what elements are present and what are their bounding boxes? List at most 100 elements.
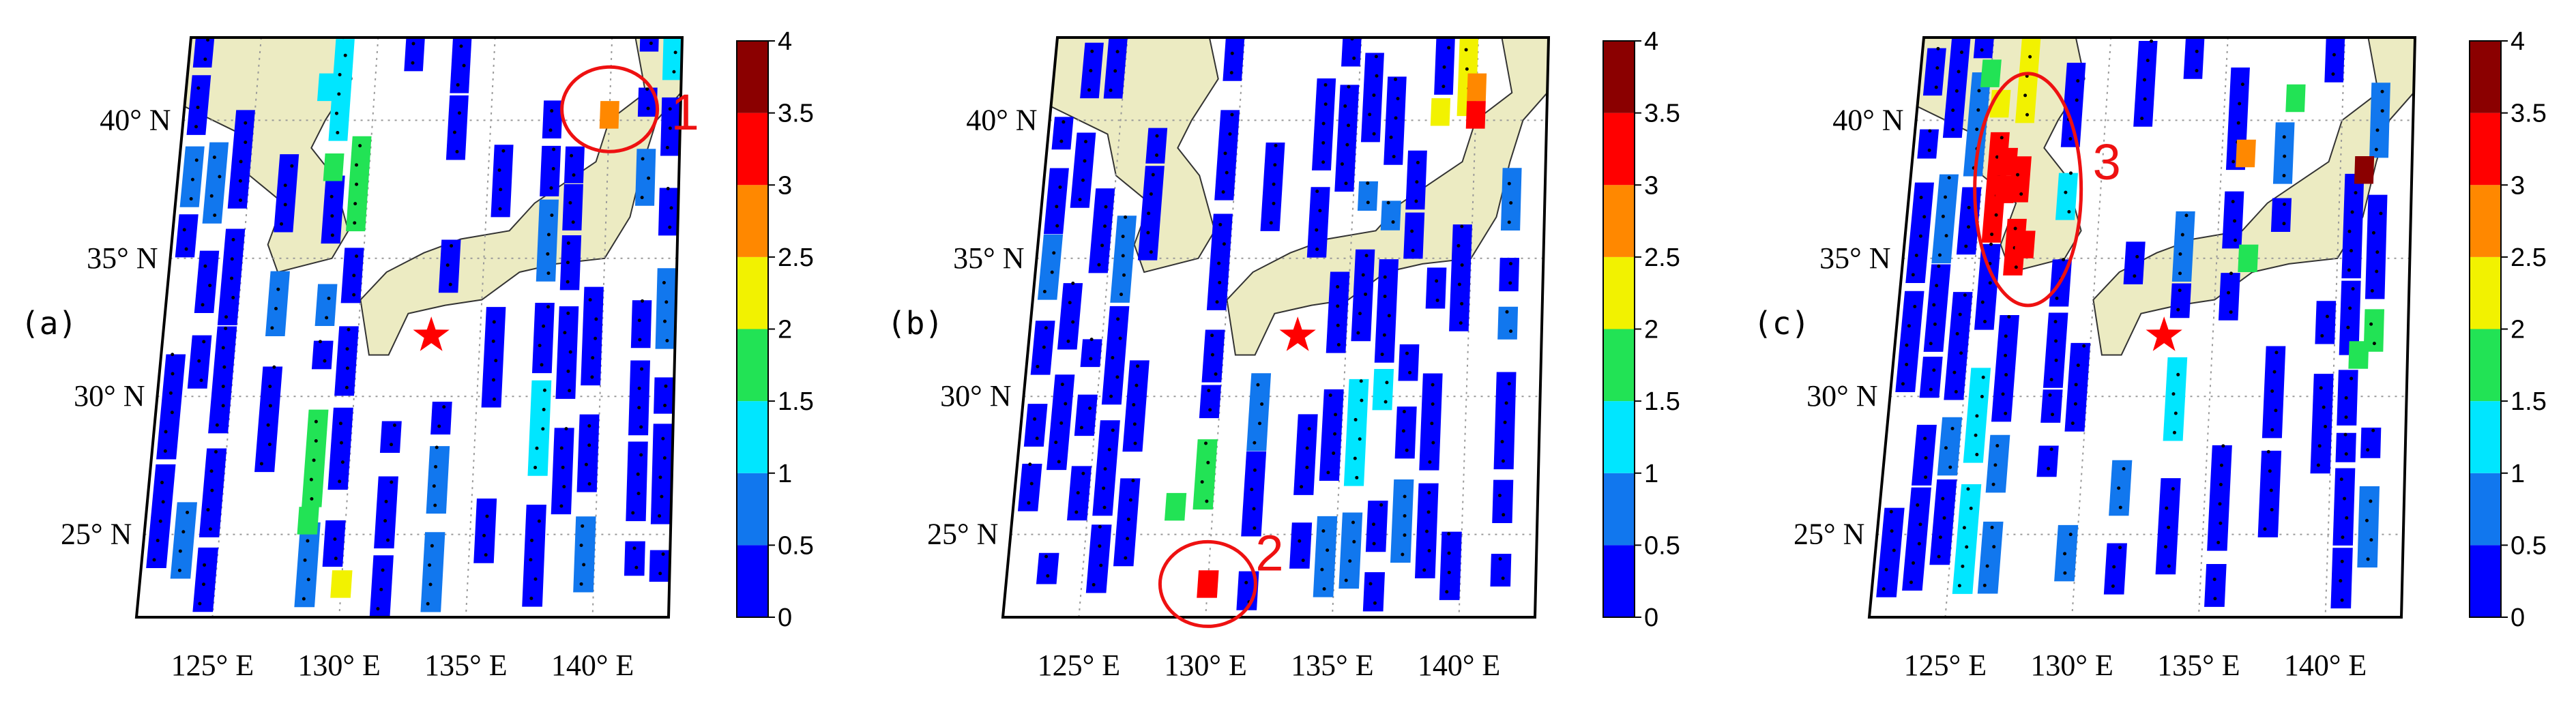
sample-dot bbox=[661, 552, 665, 557]
sample-dot bbox=[336, 131, 340, 135]
sample-dot bbox=[1044, 554, 1049, 559]
sample-dot bbox=[1445, 590, 1449, 594]
sample-dot bbox=[584, 462, 588, 466]
sample-dot bbox=[1934, 85, 1938, 89]
sample-dot bbox=[184, 247, 188, 251]
colorbar-tick-label: 0.5 bbox=[778, 531, 814, 560]
sample-dot bbox=[1124, 215, 1128, 219]
data-cell bbox=[1952, 484, 1982, 594]
sample-dot bbox=[550, 109, 554, 113]
sample-dot bbox=[1146, 231, 1150, 235]
sample-dot bbox=[2274, 351, 2279, 355]
lat-label: 25° N bbox=[927, 518, 998, 551]
data-cell bbox=[564, 146, 585, 183]
sample-dot bbox=[566, 280, 570, 284]
sample-dot bbox=[1422, 568, 1426, 572]
sample-dot bbox=[2236, 121, 2240, 125]
sample-dot bbox=[338, 479, 342, 484]
sample-dot bbox=[231, 237, 235, 241]
lat-label: 35° N bbox=[1819, 241, 1890, 275]
sample-dot bbox=[1995, 444, 2000, 448]
sample-dot bbox=[345, 347, 349, 351]
sample-dot bbox=[462, 63, 466, 68]
sample-dot bbox=[206, 38, 210, 42]
lon-label: 140° E bbox=[551, 649, 634, 682]
sample-dot bbox=[1497, 493, 1502, 497]
sample-dot bbox=[570, 153, 574, 158]
sample-dot bbox=[270, 326, 274, 330]
sample-dot bbox=[352, 293, 356, 297]
data-cell bbox=[1293, 414, 1318, 495]
sample-dot bbox=[1907, 324, 1911, 328]
sample-dot bbox=[1935, 284, 1939, 288]
sample-dot bbox=[1207, 389, 1211, 393]
sample-dot bbox=[2266, 449, 2270, 454]
data-cell bbox=[2015, 38, 2041, 123]
sample-dot bbox=[1098, 524, 1102, 529]
lon-label: 130° E bbox=[2030, 649, 2113, 682]
sample-dot bbox=[540, 363, 544, 367]
sample-dot bbox=[1447, 570, 1451, 574]
sample-dot bbox=[1343, 104, 1347, 108]
sample-dot bbox=[665, 145, 669, 149]
data-cell bbox=[2218, 273, 2240, 321]
sample-dot bbox=[2374, 147, 2378, 151]
sample-dot bbox=[1071, 320, 1075, 324]
sample-dot bbox=[1383, 275, 1387, 279]
sample-dot bbox=[2380, 89, 2384, 93]
sample-dot bbox=[448, 282, 452, 286]
data-cell bbox=[1362, 572, 1386, 612]
sample-dot bbox=[636, 472, 640, 476]
colorbar-tick-label: 0 bbox=[1644, 604, 1658, 632]
colorbar-segment bbox=[1603, 329, 1635, 402]
colorbar-tick-label: 3.5 bbox=[778, 100, 814, 128]
sample-dot bbox=[1959, 351, 1963, 355]
sample-dot bbox=[1334, 413, 1338, 417]
sample-dot bbox=[2345, 516, 2349, 520]
sample-dot bbox=[2133, 274, 2137, 278]
data-cell bbox=[2315, 301, 2337, 344]
sample-dot bbox=[1394, 116, 1398, 120]
sample-dot bbox=[2229, 310, 2233, 314]
data-cell bbox=[2109, 460, 2133, 516]
data-cell bbox=[491, 145, 514, 218]
lon-label: 140° E bbox=[1418, 649, 1500, 682]
sample-dot bbox=[1081, 178, 1085, 182]
lon-label: 125° E bbox=[171, 649, 254, 682]
sample-dot bbox=[663, 404, 667, 408]
data-cell bbox=[1357, 181, 1379, 211]
sample-dot bbox=[541, 427, 545, 431]
sample-dot bbox=[492, 320, 496, 324]
sample-dot bbox=[1149, 192, 1153, 196]
sample-dot bbox=[2344, 415, 2348, 419]
sample-dot bbox=[355, 182, 359, 186]
sample-dot bbox=[1253, 468, 1257, 472]
sample-dot bbox=[1210, 353, 1214, 357]
sample-dot bbox=[1994, 213, 1998, 217]
colorbar-segment bbox=[737, 185, 768, 257]
sample-dot bbox=[238, 198, 242, 203]
sample-dot bbox=[160, 481, 164, 485]
data-cell bbox=[311, 340, 334, 370]
sample-dot bbox=[549, 186, 553, 190]
sample-dot bbox=[1509, 329, 1513, 333]
sample-dot bbox=[1036, 364, 1040, 368]
data-cell bbox=[2272, 122, 2295, 184]
sample-dot bbox=[668, 225, 672, 229]
sample-dot bbox=[1055, 205, 1059, 209]
sample-dot bbox=[314, 439, 318, 443]
sample-dot bbox=[1364, 292, 1368, 296]
meridian-line bbox=[338, 37, 379, 618]
sample-dot bbox=[662, 456, 667, 460]
sample-dot bbox=[2063, 552, 2067, 556]
data-cell bbox=[208, 326, 237, 434]
sample-dot bbox=[1115, 375, 1119, 379]
sample-dot bbox=[2343, 432, 2347, 436]
sample-dot bbox=[2184, 213, 2189, 218]
sample-dot bbox=[2339, 477, 2343, 481]
sample-dot bbox=[170, 411, 174, 415]
data-cell bbox=[1343, 379, 1369, 486]
sample-dot bbox=[1405, 448, 1409, 452]
sample-dot bbox=[2014, 265, 2018, 269]
sample-dot bbox=[2165, 506, 2169, 510]
